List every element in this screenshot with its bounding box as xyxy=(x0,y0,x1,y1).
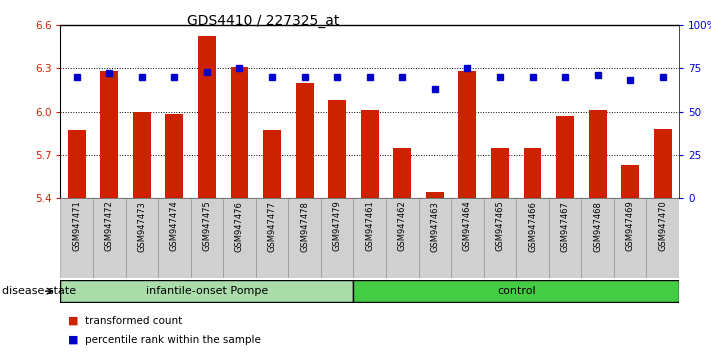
Text: control: control xyxy=(497,286,535,296)
Text: GSM947464: GSM947464 xyxy=(463,201,472,251)
Text: transformed count: transformed count xyxy=(85,316,183,326)
Bar xyxy=(198,36,216,198)
Bar xyxy=(523,148,542,198)
FancyBboxPatch shape xyxy=(60,280,353,302)
FancyBboxPatch shape xyxy=(419,198,451,278)
Text: GSM947465: GSM947465 xyxy=(496,201,504,251)
FancyBboxPatch shape xyxy=(516,198,549,278)
Text: ■: ■ xyxy=(68,335,78,345)
Bar xyxy=(296,82,314,198)
Bar xyxy=(68,130,85,198)
Text: GSM947461: GSM947461 xyxy=(365,201,374,251)
FancyBboxPatch shape xyxy=(646,198,679,278)
Bar xyxy=(621,165,639,198)
Text: GSM947471: GSM947471 xyxy=(73,201,81,251)
Bar xyxy=(654,129,672,198)
FancyBboxPatch shape xyxy=(582,198,614,278)
Text: GSM947467: GSM947467 xyxy=(560,201,570,251)
Text: percentile rank within the sample: percentile rank within the sample xyxy=(85,335,261,345)
FancyBboxPatch shape xyxy=(191,198,223,278)
Text: GSM947476: GSM947476 xyxy=(235,201,244,251)
Bar xyxy=(393,148,411,198)
FancyBboxPatch shape xyxy=(158,198,191,278)
FancyBboxPatch shape xyxy=(549,198,582,278)
Text: GSM947469: GSM947469 xyxy=(626,201,635,251)
FancyBboxPatch shape xyxy=(223,198,256,278)
Text: GSM947473: GSM947473 xyxy=(137,201,146,251)
Text: ■: ■ xyxy=(68,316,78,326)
Bar xyxy=(328,100,346,198)
Bar xyxy=(556,116,574,198)
Text: infantile-onset Pompe: infantile-onset Pompe xyxy=(146,286,268,296)
FancyBboxPatch shape xyxy=(256,198,289,278)
Bar xyxy=(589,110,606,198)
Bar xyxy=(426,193,444,198)
Text: GSM947472: GSM947472 xyxy=(105,201,114,251)
Bar xyxy=(360,110,379,198)
Text: GSM947475: GSM947475 xyxy=(203,201,211,251)
FancyBboxPatch shape xyxy=(614,198,646,278)
Text: GDS4410 / 227325_at: GDS4410 / 227325_at xyxy=(187,14,339,28)
Text: GSM947477: GSM947477 xyxy=(267,201,277,251)
FancyBboxPatch shape xyxy=(451,198,483,278)
Text: disease state: disease state xyxy=(2,286,76,296)
FancyBboxPatch shape xyxy=(60,198,93,278)
Bar xyxy=(491,148,509,198)
Bar xyxy=(100,71,118,198)
FancyBboxPatch shape xyxy=(93,198,126,278)
Text: GSM947479: GSM947479 xyxy=(333,201,342,251)
Text: GSM947462: GSM947462 xyxy=(397,201,407,251)
Text: GSM947463: GSM947463 xyxy=(430,201,439,251)
FancyBboxPatch shape xyxy=(483,198,516,278)
Text: GSM947478: GSM947478 xyxy=(300,201,309,251)
FancyBboxPatch shape xyxy=(386,198,419,278)
Bar xyxy=(263,130,281,198)
Text: GSM947468: GSM947468 xyxy=(593,201,602,251)
FancyBboxPatch shape xyxy=(321,198,353,278)
Text: GSM947474: GSM947474 xyxy=(170,201,179,251)
FancyBboxPatch shape xyxy=(289,198,321,278)
FancyBboxPatch shape xyxy=(353,280,679,302)
Bar xyxy=(166,114,183,198)
Bar xyxy=(230,67,248,198)
Text: GSM947470: GSM947470 xyxy=(658,201,667,251)
FancyBboxPatch shape xyxy=(353,198,386,278)
Bar xyxy=(133,112,151,198)
Bar xyxy=(459,71,476,198)
Text: GSM947466: GSM947466 xyxy=(528,201,537,251)
FancyBboxPatch shape xyxy=(126,198,158,278)
